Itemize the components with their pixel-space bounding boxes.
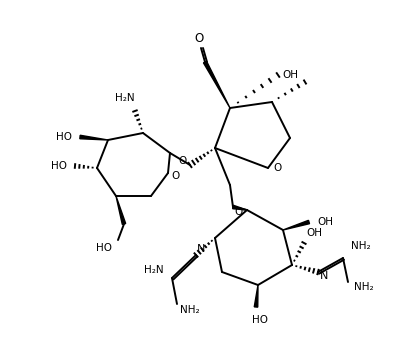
Polygon shape [116, 196, 126, 225]
Text: OH: OH [306, 228, 322, 238]
Text: OH: OH [317, 217, 333, 227]
Text: NH₂: NH₂ [351, 241, 371, 251]
Text: HO: HO [51, 161, 67, 171]
Text: HO: HO [252, 315, 268, 325]
Polygon shape [254, 285, 258, 307]
Text: N: N [197, 244, 205, 254]
Text: O: O [171, 171, 179, 181]
Text: OH: OH [282, 70, 298, 80]
Text: H₂N: H₂N [115, 93, 135, 103]
Text: NH₂: NH₂ [180, 305, 200, 315]
Text: H₂N: H₂N [144, 265, 164, 275]
Text: O: O [273, 163, 281, 173]
Polygon shape [204, 61, 230, 108]
Polygon shape [80, 135, 108, 140]
Text: NH₂: NH₂ [354, 282, 374, 292]
Polygon shape [283, 220, 310, 230]
Text: O: O [194, 31, 204, 45]
Text: O: O [178, 156, 186, 166]
Text: O: O [234, 207, 242, 217]
Text: N: N [320, 271, 328, 281]
Text: HO: HO [96, 243, 112, 253]
Polygon shape [233, 205, 247, 210]
Text: HO: HO [56, 132, 72, 142]
